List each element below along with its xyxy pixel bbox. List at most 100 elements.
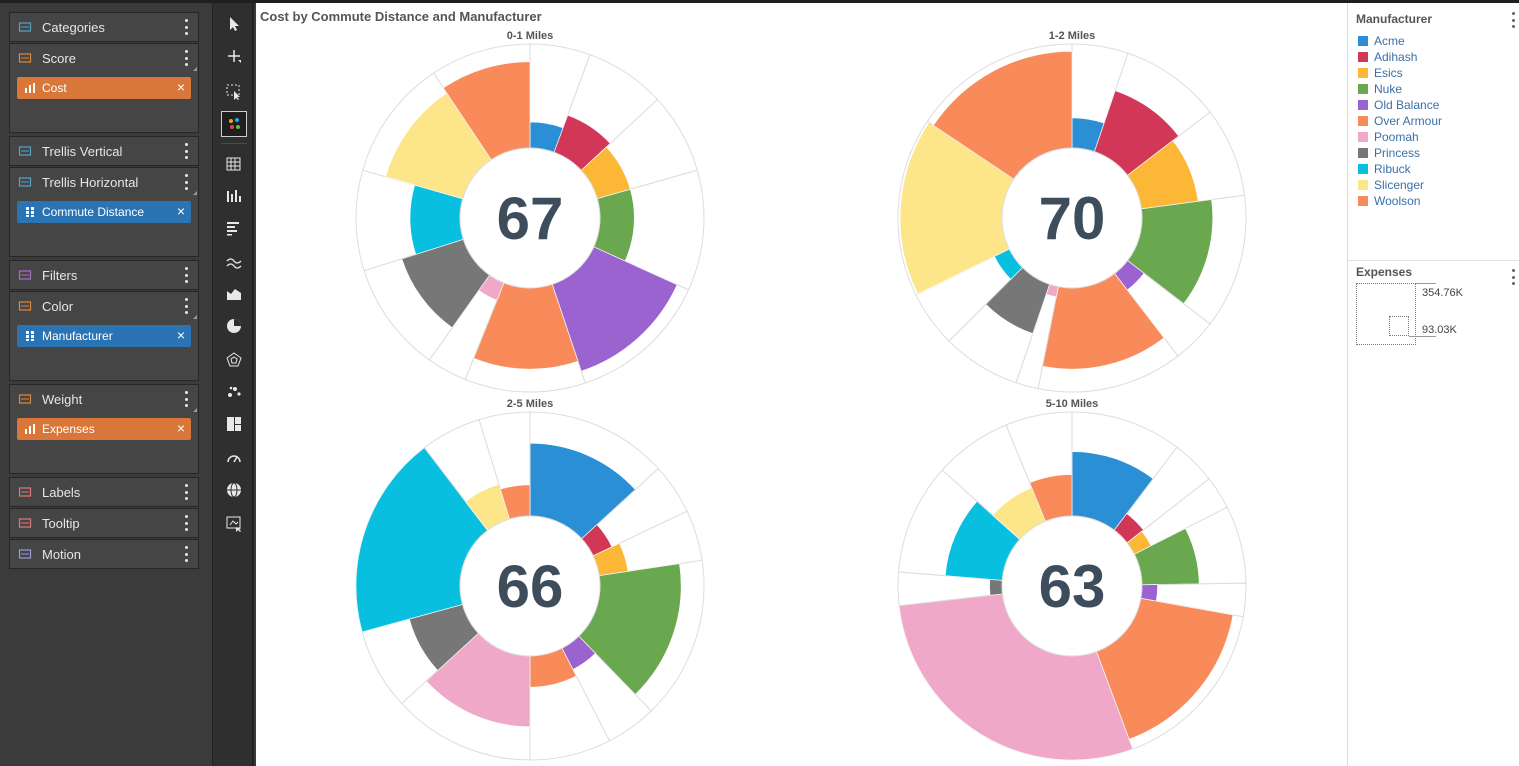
size-min-label: 93.03K <box>1422 324 1457 336</box>
well-header[interactable]: Filters <box>10 261 198 289</box>
pointer-icon[interactable] <box>221 11 247 37</box>
area-chart-icon[interactable] <box>221 281 247 307</box>
well-title: Motion <box>42 546 82 562</box>
well-header[interactable]: Trellis Horizontal <box>10 168 198 196</box>
globe-map-icon[interactable] <box>221 477 247 503</box>
chip-label: Cost <box>42 81 67 95</box>
legend-item[interactable]: Woolson <box>1358 193 1442 209</box>
well-header[interactable]: Score <box>10 44 198 72</box>
legend-menu-icon[interactable] <box>1511 12 1515 28</box>
legend-swatch <box>1358 116 1368 126</box>
legend-label: Esics <box>1374 66 1403 80</box>
resize-corner-icon[interactable] <box>193 315 197 319</box>
chip-label: Manufacturer <box>42 329 113 343</box>
dimension-icon <box>24 206 36 218</box>
well-tooltip[interactable]: Tooltip <box>9 508 199 538</box>
well-menu-icon[interactable] <box>184 391 188 407</box>
gauge-icon[interactable] <box>221 445 247 471</box>
sector-princess[interactable] <box>989 579 1003 596</box>
legend-item[interactable]: Old Balance <box>1358 97 1442 113</box>
well-menu-icon[interactable] <box>184 515 188 531</box>
remove-chip-icon[interactable]: × <box>176 203 185 219</box>
well-title: Weight <box>42 391 83 407</box>
well-header[interactable]: Tooltip <box>10 509 198 537</box>
field-chip[interactable]: Expenses × <box>17 418 191 440</box>
well-header[interactable]: Motion <box>10 540 198 568</box>
legend-item[interactable]: Nuke <box>1358 81 1442 97</box>
well-menu-icon[interactable] <box>184 546 188 562</box>
well-labels[interactable]: Labels <box>9 477 199 507</box>
scatter-pick-icon[interactable] <box>221 111 247 137</box>
resize-corner-icon[interactable] <box>193 67 197 71</box>
size-legend-menu-icon[interactable] <box>1511 269 1515 285</box>
well-trellis-vertical-icon <box>18 144 32 158</box>
scatter-chart-icon[interactable] <box>221 379 247 405</box>
well-menu-icon[interactable] <box>184 50 188 66</box>
chart-title: Cost by Commute Distance and Manufacture… <box>260 9 542 24</box>
legend-swatch <box>1358 100 1368 110</box>
well-score[interactable]: Score Cost × <box>9 43 199 133</box>
legend-swatch <box>1358 196 1368 206</box>
table-grid-icon[interactable] <box>221 151 247 177</box>
well-filters-icon <box>18 268 32 282</box>
remove-chip-icon[interactable]: × <box>176 79 185 95</box>
radar-chart-icon[interactable] <box>221 347 247 373</box>
field-chip[interactable]: Manufacturer × <box>17 325 191 347</box>
add-icon[interactable] <box>221 43 247 69</box>
panel-title: 5-10 Miles <box>1045 398 1099 410</box>
legend-divider <box>1348 260 1519 261</box>
well-trellis-horizontal[interactable]: Trellis Horizontal Commute Distance × <box>9 167 199 257</box>
legend-item[interactable]: Princess <box>1358 145 1442 161</box>
well-weight[interactable]: Weight Expenses × <box>9 384 199 474</box>
well-menu-icon[interactable] <box>184 174 188 190</box>
well-menu-icon[interactable] <box>184 298 188 314</box>
well-header[interactable]: Color <box>10 292 198 320</box>
remove-chip-icon[interactable]: × <box>176 420 185 436</box>
well-menu-icon[interactable] <box>184 484 188 500</box>
legend-item[interactable]: Ribuck <box>1358 161 1442 177</box>
column-chart-icon[interactable] <box>221 183 247 209</box>
well-menu-icon[interactable] <box>184 143 188 159</box>
field-chip[interactable]: Cost × <box>17 77 191 99</box>
well-menu-icon[interactable] <box>184 19 188 35</box>
treemap-icon[interactable] <box>221 411 247 437</box>
select-region-icon[interactable] <box>221 79 247 105</box>
legend-item[interactable]: Over Armour <box>1358 113 1442 129</box>
well-trellis-vertical[interactable]: Trellis Vertical <box>9 136 199 166</box>
visual-toolbar <box>212 3 254 766</box>
field-chip[interactable]: Commute Distance × <box>17 201 191 223</box>
legend-item[interactable]: Adihash <box>1358 49 1442 65</box>
legend-swatch <box>1358 148 1368 158</box>
size-max-line <box>1416 283 1436 284</box>
well-categories[interactable]: Categories <box>9 12 199 42</box>
measure-icon <box>24 423 36 435</box>
top-border <box>0 0 1519 3</box>
well-title: Trellis Vertical <box>42 143 123 159</box>
legend-label: Nuke <box>1374 82 1403 96</box>
remove-chip-icon[interactable]: × <box>176 327 185 343</box>
well-color[interactable]: Color Manufacturer × <box>9 291 199 381</box>
well-header[interactable]: Weight <box>10 385 198 413</box>
legend-item[interactable]: Acme <box>1358 33 1442 49</box>
well-filters[interactable]: Filters <box>9 260 199 290</box>
panel-score: 67 <box>497 185 564 252</box>
legend-swatch <box>1358 84 1368 94</box>
measure-icon <box>24 82 36 94</box>
well-header[interactable]: Trellis Vertical <box>10 137 198 165</box>
line-chart-icon[interactable] <box>221 249 247 275</box>
panel-score: 70 <box>1039 185 1106 252</box>
custom-visual-icon[interactable] <box>221 511 247 537</box>
well-motion[interactable]: Motion <box>9 539 199 569</box>
resize-corner-icon[interactable] <box>193 191 197 195</box>
well-header[interactable]: Labels <box>10 478 198 506</box>
legend-item[interactable]: Slicenger <box>1358 177 1442 193</box>
resize-corner-icon[interactable] <box>193 408 197 412</box>
well-categories-icon <box>18 20 32 34</box>
well-header[interactable]: Categories <box>10 13 198 41</box>
pie-chart-icon[interactable] <box>221 313 247 339</box>
legend-item[interactable]: Poomah <box>1358 129 1442 145</box>
well-menu-icon[interactable] <box>184 267 188 283</box>
legend-item[interactable]: Esics <box>1358 65 1442 81</box>
size-legend: 354.76K 93.03K <box>1356 283 1506 353</box>
bar-chart-icon[interactable] <box>221 215 247 241</box>
